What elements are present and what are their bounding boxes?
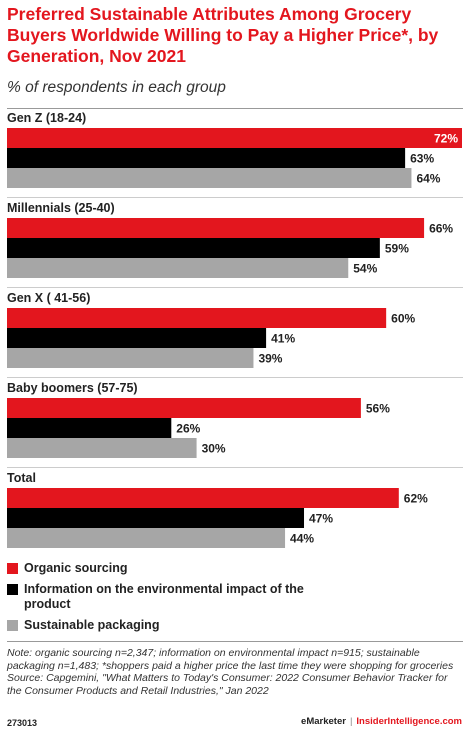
bar-millennials-25-40-packaging xyxy=(7,258,349,278)
data-label: 44% xyxy=(290,532,314,546)
data-label: 41% xyxy=(271,332,295,346)
data-label: 66% xyxy=(429,222,453,236)
data-label: 72% xyxy=(434,132,458,146)
chart-subtitle: % of respondents in each group xyxy=(7,79,226,96)
data-label: 59% xyxy=(385,242,409,256)
bar-millennials-25-40-environmental-info xyxy=(7,238,380,258)
brand-emarketer: eMarketer xyxy=(301,716,346,727)
bar-gen-x-41-56-organic xyxy=(7,308,387,328)
bar-chart: Gen Z (18-24) 72%63% 64% Millennials (25-40… xyxy=(7,111,463,548)
brand-separator: | xyxy=(349,716,353,727)
bar-baby-boomers-57-75-packaging xyxy=(7,438,197,458)
legend-swatch-environmental-info xyxy=(7,584,18,595)
bar-baby-boomers-57-75-organic xyxy=(7,398,361,418)
legend-swatch-sustainable-packaging xyxy=(7,620,18,631)
legend-item-environmental-info: Information on the environmental impact … xyxy=(7,582,307,612)
bar-gen-z-18-24-organic xyxy=(7,128,462,148)
category-label-gen-z-18-24: Gen Z (18-24) xyxy=(7,111,86,125)
data-label: 64% xyxy=(416,172,440,186)
bar-millennials-25-40-organic xyxy=(7,218,425,238)
legend-label: Sustainable packaging xyxy=(24,618,160,632)
chart-title: Preferred Sustainable Attributes Among G… xyxy=(7,4,439,66)
bar-gen-x-41-56-packaging xyxy=(7,348,254,368)
footer-brand: eMarketer | InsiderIntelligence.com xyxy=(301,716,462,727)
chart-note: Note: organic sourcing n=2,347; informat… xyxy=(7,647,463,697)
bar-gen-z-18-24-environmental-info xyxy=(7,148,406,168)
category-label-gen-x-41-56: Gen X ( 41-56) xyxy=(7,291,90,305)
bar-gen-x-41-56-environmental-info xyxy=(7,328,267,348)
chart-id: 273013 xyxy=(7,718,38,728)
data-label: 60% xyxy=(391,312,415,326)
data-label: 39% xyxy=(258,352,282,366)
legend-label: Information on the environmental impact … xyxy=(24,582,304,611)
data-label: 63% xyxy=(410,152,434,166)
legend-label: Organic sourcing xyxy=(24,561,128,575)
bar-total-packaging xyxy=(7,528,286,548)
data-label: 62% xyxy=(404,492,428,506)
bar-total-organic xyxy=(7,488,399,508)
source-text: Source: Capgemini, "What Matters to Toda… xyxy=(7,672,448,697)
bottom-divider xyxy=(7,641,463,642)
legend-item-sustainable-packaging: Sustainable packaging xyxy=(7,618,307,633)
legend: Organic sourcing Information on the envi… xyxy=(7,561,307,633)
bar-baby-boomers-57-75-environmental-info xyxy=(7,418,172,438)
data-label: 30% xyxy=(202,442,226,456)
category-label-millennials-25-40: Millennials (25-40) xyxy=(7,201,115,215)
bar-total-environmental-info xyxy=(7,508,305,528)
top-divider xyxy=(7,108,463,109)
legend-item-organic-sourcing: Organic sourcing xyxy=(7,561,307,576)
data-label: 26% xyxy=(176,422,200,436)
legend-swatch-organic-sourcing xyxy=(7,563,18,574)
category-label-total: Total xyxy=(7,471,36,485)
bar-gen-z-18-24-packaging xyxy=(7,168,412,188)
data-label: 56% xyxy=(366,402,390,416)
note-text: Note: organic sourcing n=2,347; informat… xyxy=(7,647,454,672)
data-label: 47% xyxy=(309,512,333,526)
data-label: 54% xyxy=(353,262,377,276)
category-label-baby-boomers-57-75: Baby boomers (57-75) xyxy=(7,381,138,395)
brand-insider-intelligence: InsiderIntelligence.com xyxy=(356,716,462,727)
